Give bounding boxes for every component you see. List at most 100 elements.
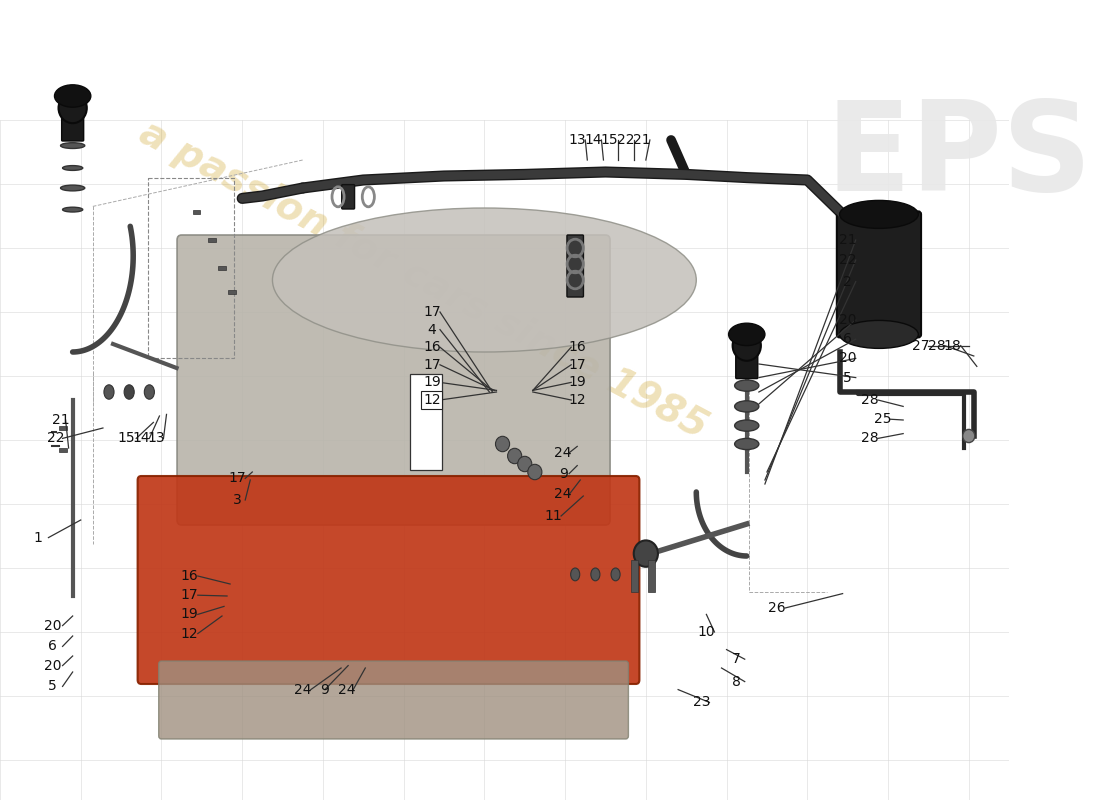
Text: 26: 26	[768, 601, 785, 615]
Text: 24: 24	[339, 682, 356, 697]
Ellipse shape	[839, 320, 918, 349]
Text: 16: 16	[424, 340, 441, 354]
Text: 9: 9	[559, 466, 568, 481]
Ellipse shape	[60, 185, 85, 191]
Text: 17: 17	[424, 358, 441, 372]
FancyBboxPatch shape	[342, 185, 354, 209]
Text: 28: 28	[927, 338, 945, 353]
Text: 16: 16	[569, 340, 586, 354]
Text: 13: 13	[147, 431, 165, 446]
Ellipse shape	[735, 438, 759, 450]
Text: 4: 4	[428, 322, 437, 337]
Ellipse shape	[735, 380, 759, 391]
Text: 19: 19	[569, 375, 586, 390]
FancyBboxPatch shape	[837, 211, 921, 338]
Ellipse shape	[273, 208, 696, 352]
Circle shape	[518, 456, 531, 472]
Text: 24: 24	[554, 446, 572, 460]
Ellipse shape	[63, 166, 82, 170]
Ellipse shape	[60, 142, 85, 149]
Text: 18: 18	[944, 338, 961, 353]
Circle shape	[507, 448, 521, 464]
Text: 22: 22	[47, 431, 64, 446]
Text: 27: 27	[912, 338, 930, 353]
Circle shape	[528, 464, 542, 480]
Text: 20: 20	[839, 351, 857, 366]
Text: 17: 17	[569, 358, 586, 372]
Text: 15: 15	[118, 431, 135, 446]
Text: 20: 20	[44, 658, 62, 673]
Bar	[630, 560, 638, 592]
Bar	[648, 560, 654, 592]
FancyBboxPatch shape	[138, 476, 639, 684]
Text: 17: 17	[424, 305, 441, 319]
Ellipse shape	[735, 401, 759, 412]
Circle shape	[634, 540, 658, 566]
Text: 17: 17	[180, 588, 198, 602]
Text: 14: 14	[132, 431, 150, 446]
Text: 28: 28	[861, 431, 879, 446]
Text: 24: 24	[294, 682, 311, 697]
Text: a passion for cars since 1985: a passion for cars since 1985	[133, 114, 714, 446]
Text: 19: 19	[180, 607, 199, 622]
Text: 14: 14	[584, 133, 602, 147]
FancyBboxPatch shape	[410, 374, 442, 470]
Ellipse shape	[124, 385, 134, 399]
Bar	[229, 290, 235, 294]
Text: 8: 8	[733, 674, 741, 689]
Text: 17: 17	[229, 471, 246, 486]
Text: 21: 21	[52, 413, 69, 427]
Text: 6: 6	[48, 639, 57, 654]
Bar	[58, 426, 67, 430]
FancyBboxPatch shape	[736, 345, 758, 378]
Text: EPS: EPS	[825, 96, 1092, 217]
Text: 11: 11	[544, 509, 562, 523]
FancyBboxPatch shape	[566, 235, 583, 297]
Ellipse shape	[144, 385, 154, 399]
FancyBboxPatch shape	[62, 107, 84, 141]
Bar	[218, 266, 226, 270]
Text: 5: 5	[844, 370, 852, 385]
Text: 1: 1	[34, 530, 43, 545]
Text: 12: 12	[180, 626, 198, 641]
Text: 22: 22	[839, 253, 857, 267]
Text: 12: 12	[424, 393, 441, 407]
Bar	[194, 210, 200, 214]
Text: 20: 20	[839, 313, 857, 327]
Text: 21: 21	[632, 133, 650, 147]
Text: 23: 23	[693, 695, 711, 710]
Text: 15: 15	[601, 133, 618, 147]
Ellipse shape	[58, 93, 87, 123]
Circle shape	[962, 430, 975, 442]
Text: 3: 3	[233, 493, 242, 507]
Ellipse shape	[735, 420, 759, 431]
Text: 7: 7	[733, 652, 741, 666]
Text: 5: 5	[48, 679, 57, 694]
Text: 16: 16	[180, 569, 199, 583]
FancyBboxPatch shape	[158, 661, 628, 739]
Circle shape	[495, 436, 509, 452]
Ellipse shape	[591, 568, 600, 581]
Bar	[208, 238, 216, 242]
Text: 24: 24	[554, 487, 572, 502]
Text: 21: 21	[839, 233, 857, 247]
Bar	[58, 448, 67, 451]
FancyBboxPatch shape	[177, 235, 610, 525]
Ellipse shape	[610, 568, 620, 581]
Text: 19: 19	[424, 375, 441, 390]
Ellipse shape	[733, 330, 761, 361]
Ellipse shape	[63, 207, 82, 212]
Text: 20: 20	[44, 618, 62, 633]
Text: 9: 9	[320, 682, 329, 697]
Text: 28: 28	[861, 393, 879, 407]
Text: 22: 22	[617, 133, 635, 147]
Ellipse shape	[103, 385, 114, 399]
Ellipse shape	[728, 323, 764, 346]
Ellipse shape	[55, 85, 91, 107]
Text: 10: 10	[697, 625, 715, 639]
Ellipse shape	[839, 200, 918, 229]
Text: 13: 13	[569, 133, 586, 147]
Ellipse shape	[571, 568, 580, 581]
Text: 6: 6	[844, 332, 852, 346]
Text: 25: 25	[874, 412, 892, 426]
